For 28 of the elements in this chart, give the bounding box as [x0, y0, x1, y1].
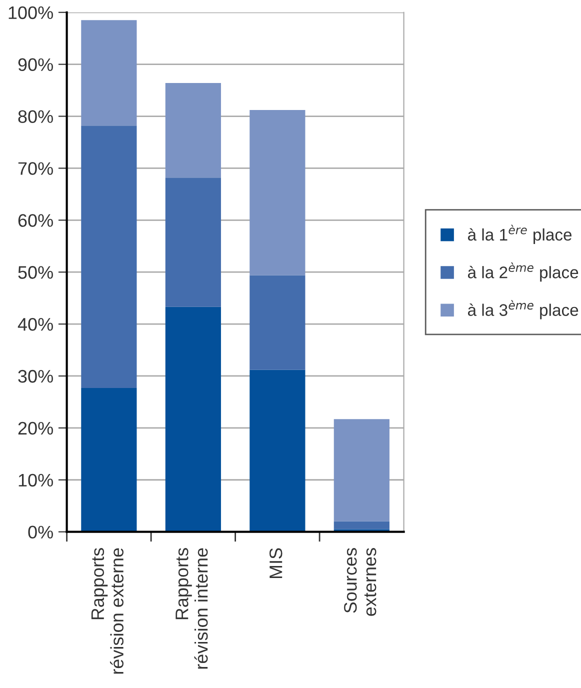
y-tick-label: 70% — [18, 162, 53, 175]
y-tick-label: 40% — [18, 318, 53, 331]
bar — [250, 370, 306, 532]
x-tick-label: Rapports révision externe — [91, 548, 124, 674]
y-tick-label: 90% — [18, 58, 53, 72]
bar — [334, 419, 390, 522]
bar — [81, 388, 137, 532]
bar — [165, 306, 221, 532]
y-tick-label: 20% — [18, 422, 53, 435]
x-tick-label: Sources externes — [344, 548, 376, 616]
y-tick-label: 0% — [28, 526, 53, 539]
legend-label: à la 1$^{ère}$ place — [468, 224, 572, 244]
y-tick-label: 80% — [18, 110, 53, 123]
y-tick-label: 60% — [18, 214, 53, 227]
legend-label: à la 3$^{ème}$ place — [468, 300, 578, 320]
legend-label: à la 2$^{ème}$ place — [468, 262, 578, 282]
y-tick-label: 10% — [18, 474, 53, 487]
x-tick-label: MIS — [269, 548, 282, 578]
bar — [250, 110, 306, 276]
bar — [81, 20, 137, 126]
bar — [334, 521, 390, 530]
bar — [250, 275, 306, 370]
bar — [81, 126, 137, 388]
y-tick-label: 30% — [18, 370, 53, 383]
y-tick-label: 50% — [18, 266, 53, 279]
bar — [165, 178, 221, 307]
bar — [165, 83, 221, 178]
y-tick-label: 100% — [8, 6, 53, 20]
